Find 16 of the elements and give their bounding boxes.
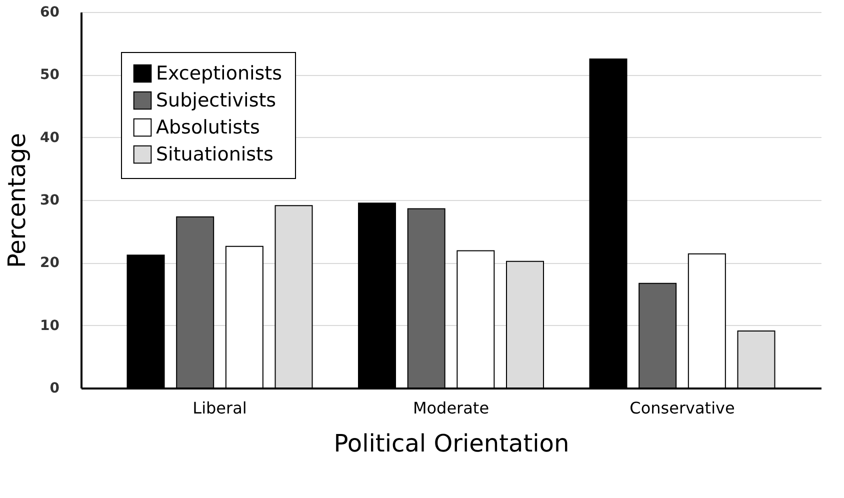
legend-label: Situationists: [156, 144, 274, 166]
y-tick-label: 40: [40, 130, 60, 146]
y-axis-title: Percentage: [3, 132, 32, 268]
x-tick-label: Moderate: [412, 398, 490, 418]
y-tick-label: 30: [40, 192, 60, 208]
legend-label: Exceptionists: [156, 62, 282, 84]
legend-label: Subjectivists: [156, 90, 276, 112]
x-tick-label: Liberal: [192, 398, 247, 418]
y-tick-label: 20: [40, 255, 60, 272]
y-tick-label: 10: [40, 318, 60, 334]
x-tick-label: Conservative: [630, 398, 735, 418]
legend-label: Absolutists: [156, 116, 260, 138]
y-tick-label: 0: [50, 380, 60, 396]
x-axis-title: Political Orientation: [334, 430, 570, 458]
y-tick-label: 60: [40, 4, 60, 20]
y-tick-label: 50: [40, 67, 60, 84]
